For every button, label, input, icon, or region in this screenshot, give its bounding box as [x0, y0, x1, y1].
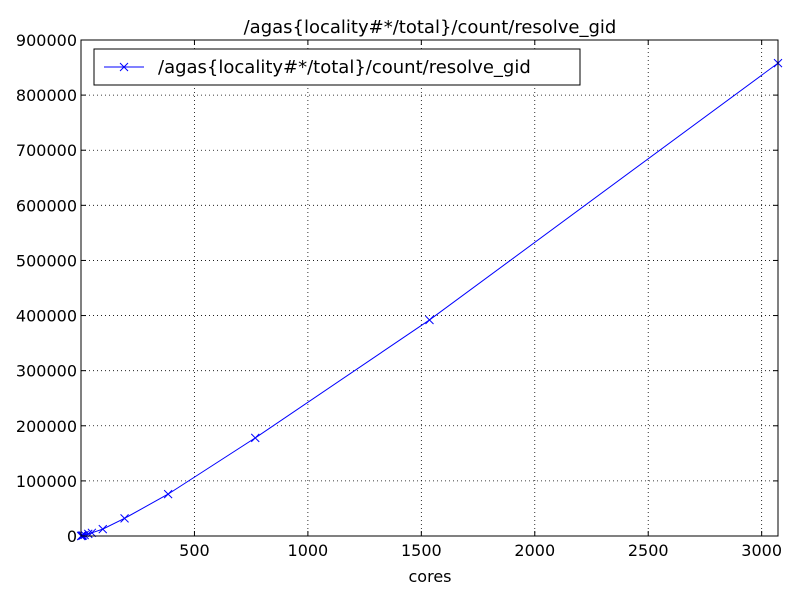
y-tick-label: 200000 — [16, 417, 77, 436]
y-tick-label: 600000 — [16, 196, 77, 215]
x-tick-label: 3000 — [741, 541, 782, 560]
series-line — [81, 62, 779, 537]
grid — [81, 39, 778, 537]
data-point — [163, 489, 173, 499]
y-tick-label: 900000 — [16, 31, 77, 50]
data-point — [120, 514, 129, 523]
y-tick-label: 500000 — [16, 251, 77, 270]
ticks: 500 1000 1500 2000 2500 3000 0 100000 200000 3000… — [16, 31, 782, 560]
data-point — [425, 315, 434, 325]
y-tick-label: 100000 — [16, 472, 77, 491]
legend-label: /agas{locality#*/total}/count/resolve_gi… — [158, 57, 531, 78]
x-tick-label: 2500 — [628, 541, 669, 560]
legend: /agas{locality#*/total}/count/resolve_gi… — [93, 48, 581, 86]
x-tick-label: 1000 — [288, 541, 329, 560]
x-axis-label: cores — [409, 567, 452, 586]
x-tick-label: 2000 — [514, 541, 555, 560]
data-point — [98, 524, 108, 534]
y-tick-label: 400000 — [16, 307, 77, 326]
x-tick-label: 500 — [179, 541, 210, 560]
x-tick-label: 1500 — [401, 541, 442, 560]
legend-box — [93, 48, 581, 86]
chart-title: /agas{locality#*/total}/count/resolve_gi… — [244, 17, 617, 38]
y-tick-label: 0 — [67, 527, 77, 546]
plot-frame — [80, 39, 779, 537]
data-point — [250, 433, 260, 443]
data-point — [87, 528, 97, 538]
series-layer — [76, 58, 783, 541]
legend-marker — [119, 62, 129, 72]
y-tick-label: 800000 — [16, 86, 77, 105]
y-tick-label: 700000 — [16, 141, 77, 160]
y-tick-label: 300000 — [16, 362, 77, 381]
